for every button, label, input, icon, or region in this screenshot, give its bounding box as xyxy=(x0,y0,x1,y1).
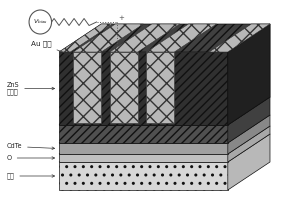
Polygon shape xyxy=(228,115,270,154)
Text: +: + xyxy=(118,15,124,21)
Polygon shape xyxy=(59,52,228,125)
Polygon shape xyxy=(73,52,101,123)
Polygon shape xyxy=(59,125,228,143)
Text: Au 电极: Au 电极 xyxy=(31,41,73,56)
Polygon shape xyxy=(146,24,217,52)
Polygon shape xyxy=(59,24,112,52)
Text: ZnS
钝化层: ZnS 钝化层 xyxy=(7,82,55,95)
Polygon shape xyxy=(228,24,270,125)
Text: $V_{bias}$: $V_{bias}$ xyxy=(33,18,48,26)
Polygon shape xyxy=(146,52,174,123)
Polygon shape xyxy=(59,162,228,190)
Polygon shape xyxy=(59,24,270,52)
Text: O: O xyxy=(7,155,55,161)
Polygon shape xyxy=(59,97,270,125)
Polygon shape xyxy=(59,115,270,143)
Text: CdTe: CdTe xyxy=(7,144,55,150)
Polygon shape xyxy=(228,126,270,162)
Text: 衬底: 衬底 xyxy=(7,173,55,179)
Polygon shape xyxy=(228,134,270,190)
Circle shape xyxy=(29,10,52,34)
Polygon shape xyxy=(59,143,228,154)
Polygon shape xyxy=(73,24,143,52)
Polygon shape xyxy=(110,52,138,123)
Polygon shape xyxy=(228,24,270,125)
Polygon shape xyxy=(228,97,270,143)
Polygon shape xyxy=(209,24,270,52)
Polygon shape xyxy=(110,24,180,52)
Polygon shape xyxy=(59,126,270,154)
Polygon shape xyxy=(59,154,228,162)
Polygon shape xyxy=(59,134,270,162)
